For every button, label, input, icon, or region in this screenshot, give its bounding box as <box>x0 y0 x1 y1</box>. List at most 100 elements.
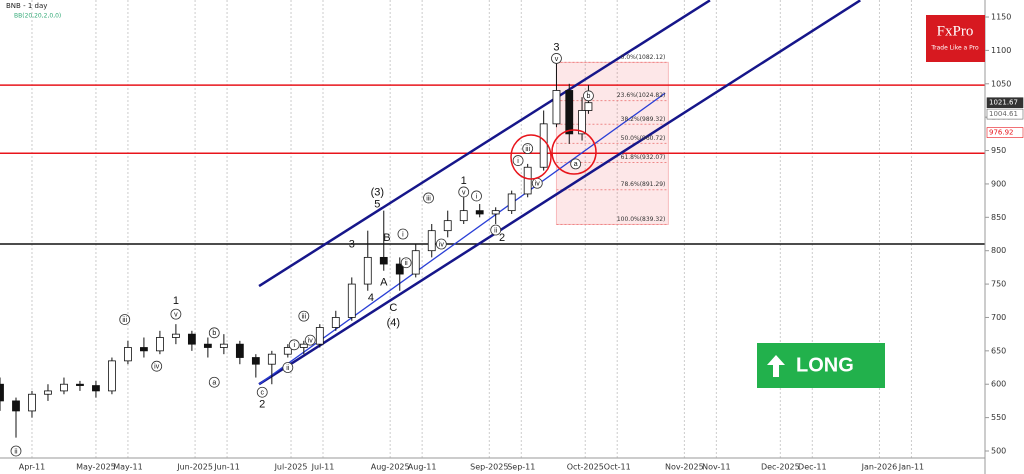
candle-body <box>347 283 356 318</box>
candle-body <box>475 210 484 215</box>
candle-body <box>283 347 292 355</box>
y-tick-label: 600 <box>991 380 1006 389</box>
y-tick-label: 700 <box>991 313 1006 322</box>
x-tick-label: Jun-2025 <box>176 463 213 472</box>
wave-circle <box>512 155 524 166</box>
candle-body <box>251 357 260 365</box>
wave-label: v <box>174 311 178 318</box>
logo: FxPro Trade Like a Pro <box>926 15 985 62</box>
candle-body <box>491 210 500 215</box>
wave-label: (4) <box>387 317 400 329</box>
wave-label: 3 <box>349 238 355 250</box>
x-tick-label: Nov-11 <box>702 463 730 472</box>
wave-circle <box>119 314 131 325</box>
wave-label: i <box>293 342 295 349</box>
x-tick-label: May-11 <box>113 463 142 472</box>
wave-label: ii <box>14 448 18 455</box>
wave-label: 3 <box>553 41 559 53</box>
wave-label: (3) <box>371 186 384 198</box>
price-marker <box>986 108 1024 120</box>
wave-circle <box>522 143 534 154</box>
wave-label: 1 <box>461 175 467 187</box>
x-tick-label: Jan-11 <box>898 463 924 472</box>
price-marker-label: 1004.61 <box>989 110 1018 118</box>
wave-circle <box>435 238 447 250</box>
logo-box <box>926 15 985 62</box>
candle-body <box>552 90 561 125</box>
candle-body <box>523 166 532 195</box>
x-tick-label: Jul-11 <box>311 463 335 472</box>
wave-label: iii <box>525 146 530 153</box>
indicator-label: BB(20,20,2,0,0) <box>14 13 61 20</box>
candle-body <box>60 383 68 392</box>
wave-label: iv <box>308 338 314 345</box>
candle-body <box>427 230 436 252</box>
wave-label: i <box>517 158 519 165</box>
fib-label: 61.8%(932.07) <box>621 154 666 161</box>
x-tick-label: Jun-11 <box>213 463 240 472</box>
x-tick-label: May-2025 <box>76 463 116 472</box>
wave-circle <box>397 228 409 240</box>
candle-body <box>578 110 586 135</box>
fib-label: 0.0%(1082.12) <box>621 54 666 61</box>
wave-label: i <box>402 231 404 238</box>
wave-label: a <box>574 161 578 168</box>
candle-body <box>203 343 212 348</box>
wave-circle <box>304 334 316 346</box>
candle-body <box>443 220 452 232</box>
wave-circle <box>458 186 470 198</box>
wave-label: A <box>380 276 388 288</box>
candle-body <box>235 343 244 358</box>
wave-label: iv <box>535 181 541 188</box>
wave-label: iv <box>154 364 160 371</box>
wave-label: iii <box>426 195 431 202</box>
wave-label: 1 <box>173 295 179 307</box>
wave-circle <box>471 190 482 202</box>
wave-label: 5 <box>374 198 380 210</box>
wave-circle <box>256 386 268 398</box>
y-tick-label: 1050 <box>991 79 1011 88</box>
wave-circle <box>151 360 163 372</box>
wave-label: ii <box>286 365 290 372</box>
y-tick-label: 500 <box>991 446 1006 455</box>
candle-body <box>12 400 20 412</box>
candle-body <box>565 90 574 135</box>
wave-circle <box>551 53 562 64</box>
candle-body <box>124 347 132 362</box>
wave-label: 2 <box>499 232 505 244</box>
fib-label: 100.0%(839.32) <box>617 216 666 223</box>
wave-label: iii <box>301 313 306 320</box>
x-tick-label: Nov-2025 <box>665 463 704 472</box>
candle-body <box>411 250 420 275</box>
wave-label: iii <box>122 317 127 324</box>
candle-body <box>315 327 324 345</box>
grid <box>31 0 989 458</box>
arrow-icon <box>767 355 785 377</box>
y-tick-label: 550 <box>991 413 1006 422</box>
wave-label: 2 <box>259 399 265 411</box>
y-tick-label: 1100 <box>991 46 1011 55</box>
wave-label: i <box>476 193 478 200</box>
y-tick-label: 1150 <box>991 13 1011 22</box>
wave-label: c <box>260 390 264 397</box>
candle-body <box>171 333 180 338</box>
candle-body <box>108 360 116 392</box>
wave-circle <box>400 257 412 269</box>
y-tick-label: 850 <box>991 213 1006 222</box>
fib-label: 50.0%(960.72) <box>621 135 666 142</box>
candle-body <box>219 343 228 348</box>
wave-circle <box>208 327 220 339</box>
signal-badge: LONG <box>757 343 885 388</box>
candle-body <box>28 393 36 412</box>
x-tick-label: Aug-11 <box>408 463 437 472</box>
candle-body <box>0 383 4 402</box>
x-tick-label: Dec-2025 <box>761 463 800 472</box>
candle-body <box>44 390 52 395</box>
candle-body <box>507 193 516 212</box>
plot-area <box>0 0 985 457</box>
y-tick-label: 950 <box>991 146 1006 155</box>
logo-tagline: Trade Like a Pro <box>930 45 979 52</box>
highlight-circle <box>551 129 597 175</box>
candle-body <box>584 102 593 111</box>
